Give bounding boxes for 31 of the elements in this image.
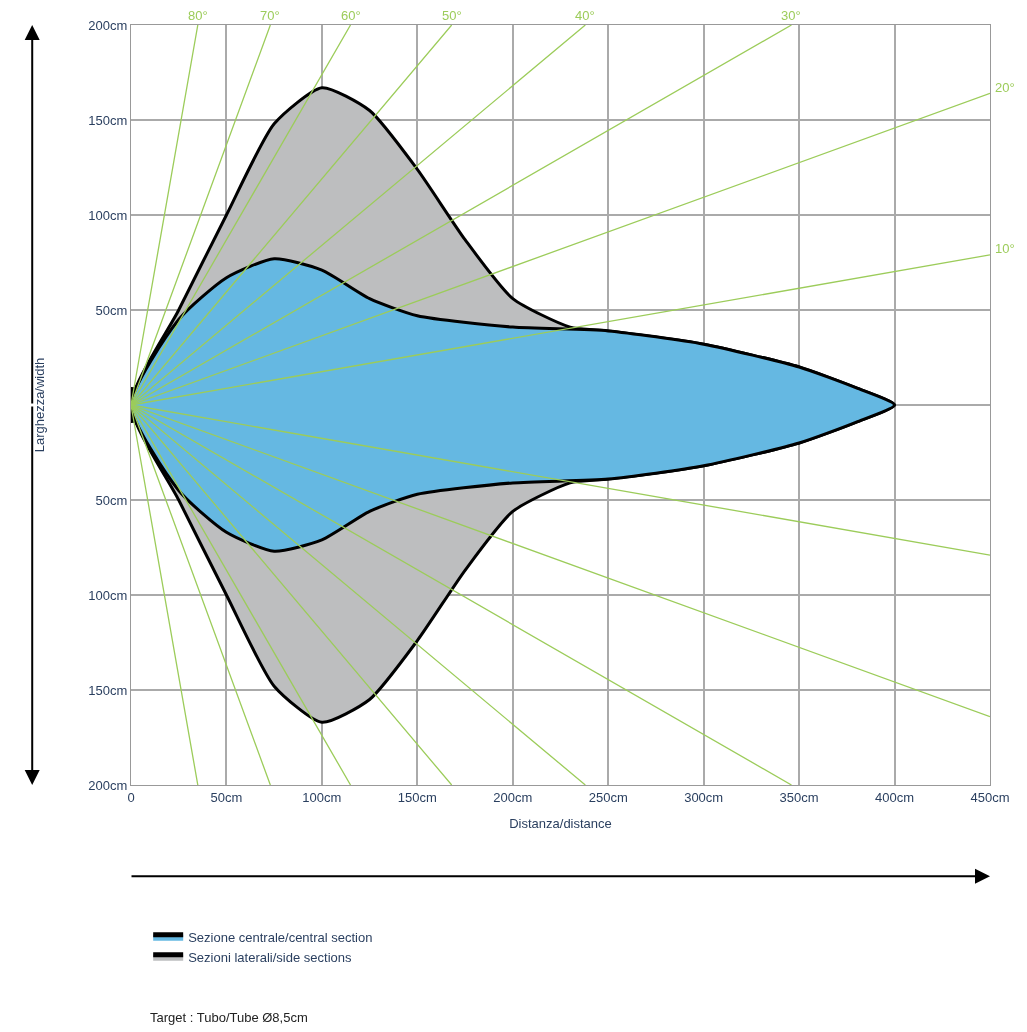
series-label: 20° (995, 80, 1015, 95)
y-tick-label: 150cm (88, 112, 128, 128)
x-tick-label: 50cm (210, 789, 243, 805)
x-tick-label: 200cm (493, 789, 533, 805)
text: Target : Tubo/Tube Ø8,5cm (150, 1010, 308, 1025)
x-tick-label: 250cm (588, 789, 628, 805)
y-tick-label: 200cm (88, 777, 128, 793)
y-tick-label: 50cm (95, 492, 128, 508)
series-label: 80° (188, 8, 208, 23)
legend-label: Sezioni laterali/side sections (188, 949, 352, 965)
x-tick-label: 450cm (970, 789, 1010, 805)
x-tick-label: 100cm (302, 789, 342, 805)
legend-label: Sezione centrale/central section (188, 929, 373, 945)
x-tick-label: 150cm (397, 789, 437, 805)
x-tick-label: 0 (127, 789, 135, 805)
series-label: 50° (442, 8, 462, 23)
x-tick-label: 350cm (779, 789, 819, 805)
y-axis-title: Larghezza/width (32, 357, 48, 453)
y-tick-label: 200cm (88, 17, 128, 33)
x-axis-title: Distanza/distance (509, 816, 612, 832)
y-tick-label: 100cm (88, 207, 128, 223)
series-label: 60° (341, 8, 361, 23)
series-label: 70° (260, 8, 280, 23)
y-tick-label: 150cm (88, 682, 128, 698)
x-tick-label: 300cm (684, 789, 724, 805)
y-tick-label: 100cm (88, 587, 128, 603)
series-label: 10° (995, 241, 1015, 256)
y-tick-label: 50cm (95, 302, 128, 318)
x-tick-label: 400cm (875, 789, 915, 805)
series-label: 40° (575, 8, 595, 23)
series-label: 30° (781, 8, 801, 23)
